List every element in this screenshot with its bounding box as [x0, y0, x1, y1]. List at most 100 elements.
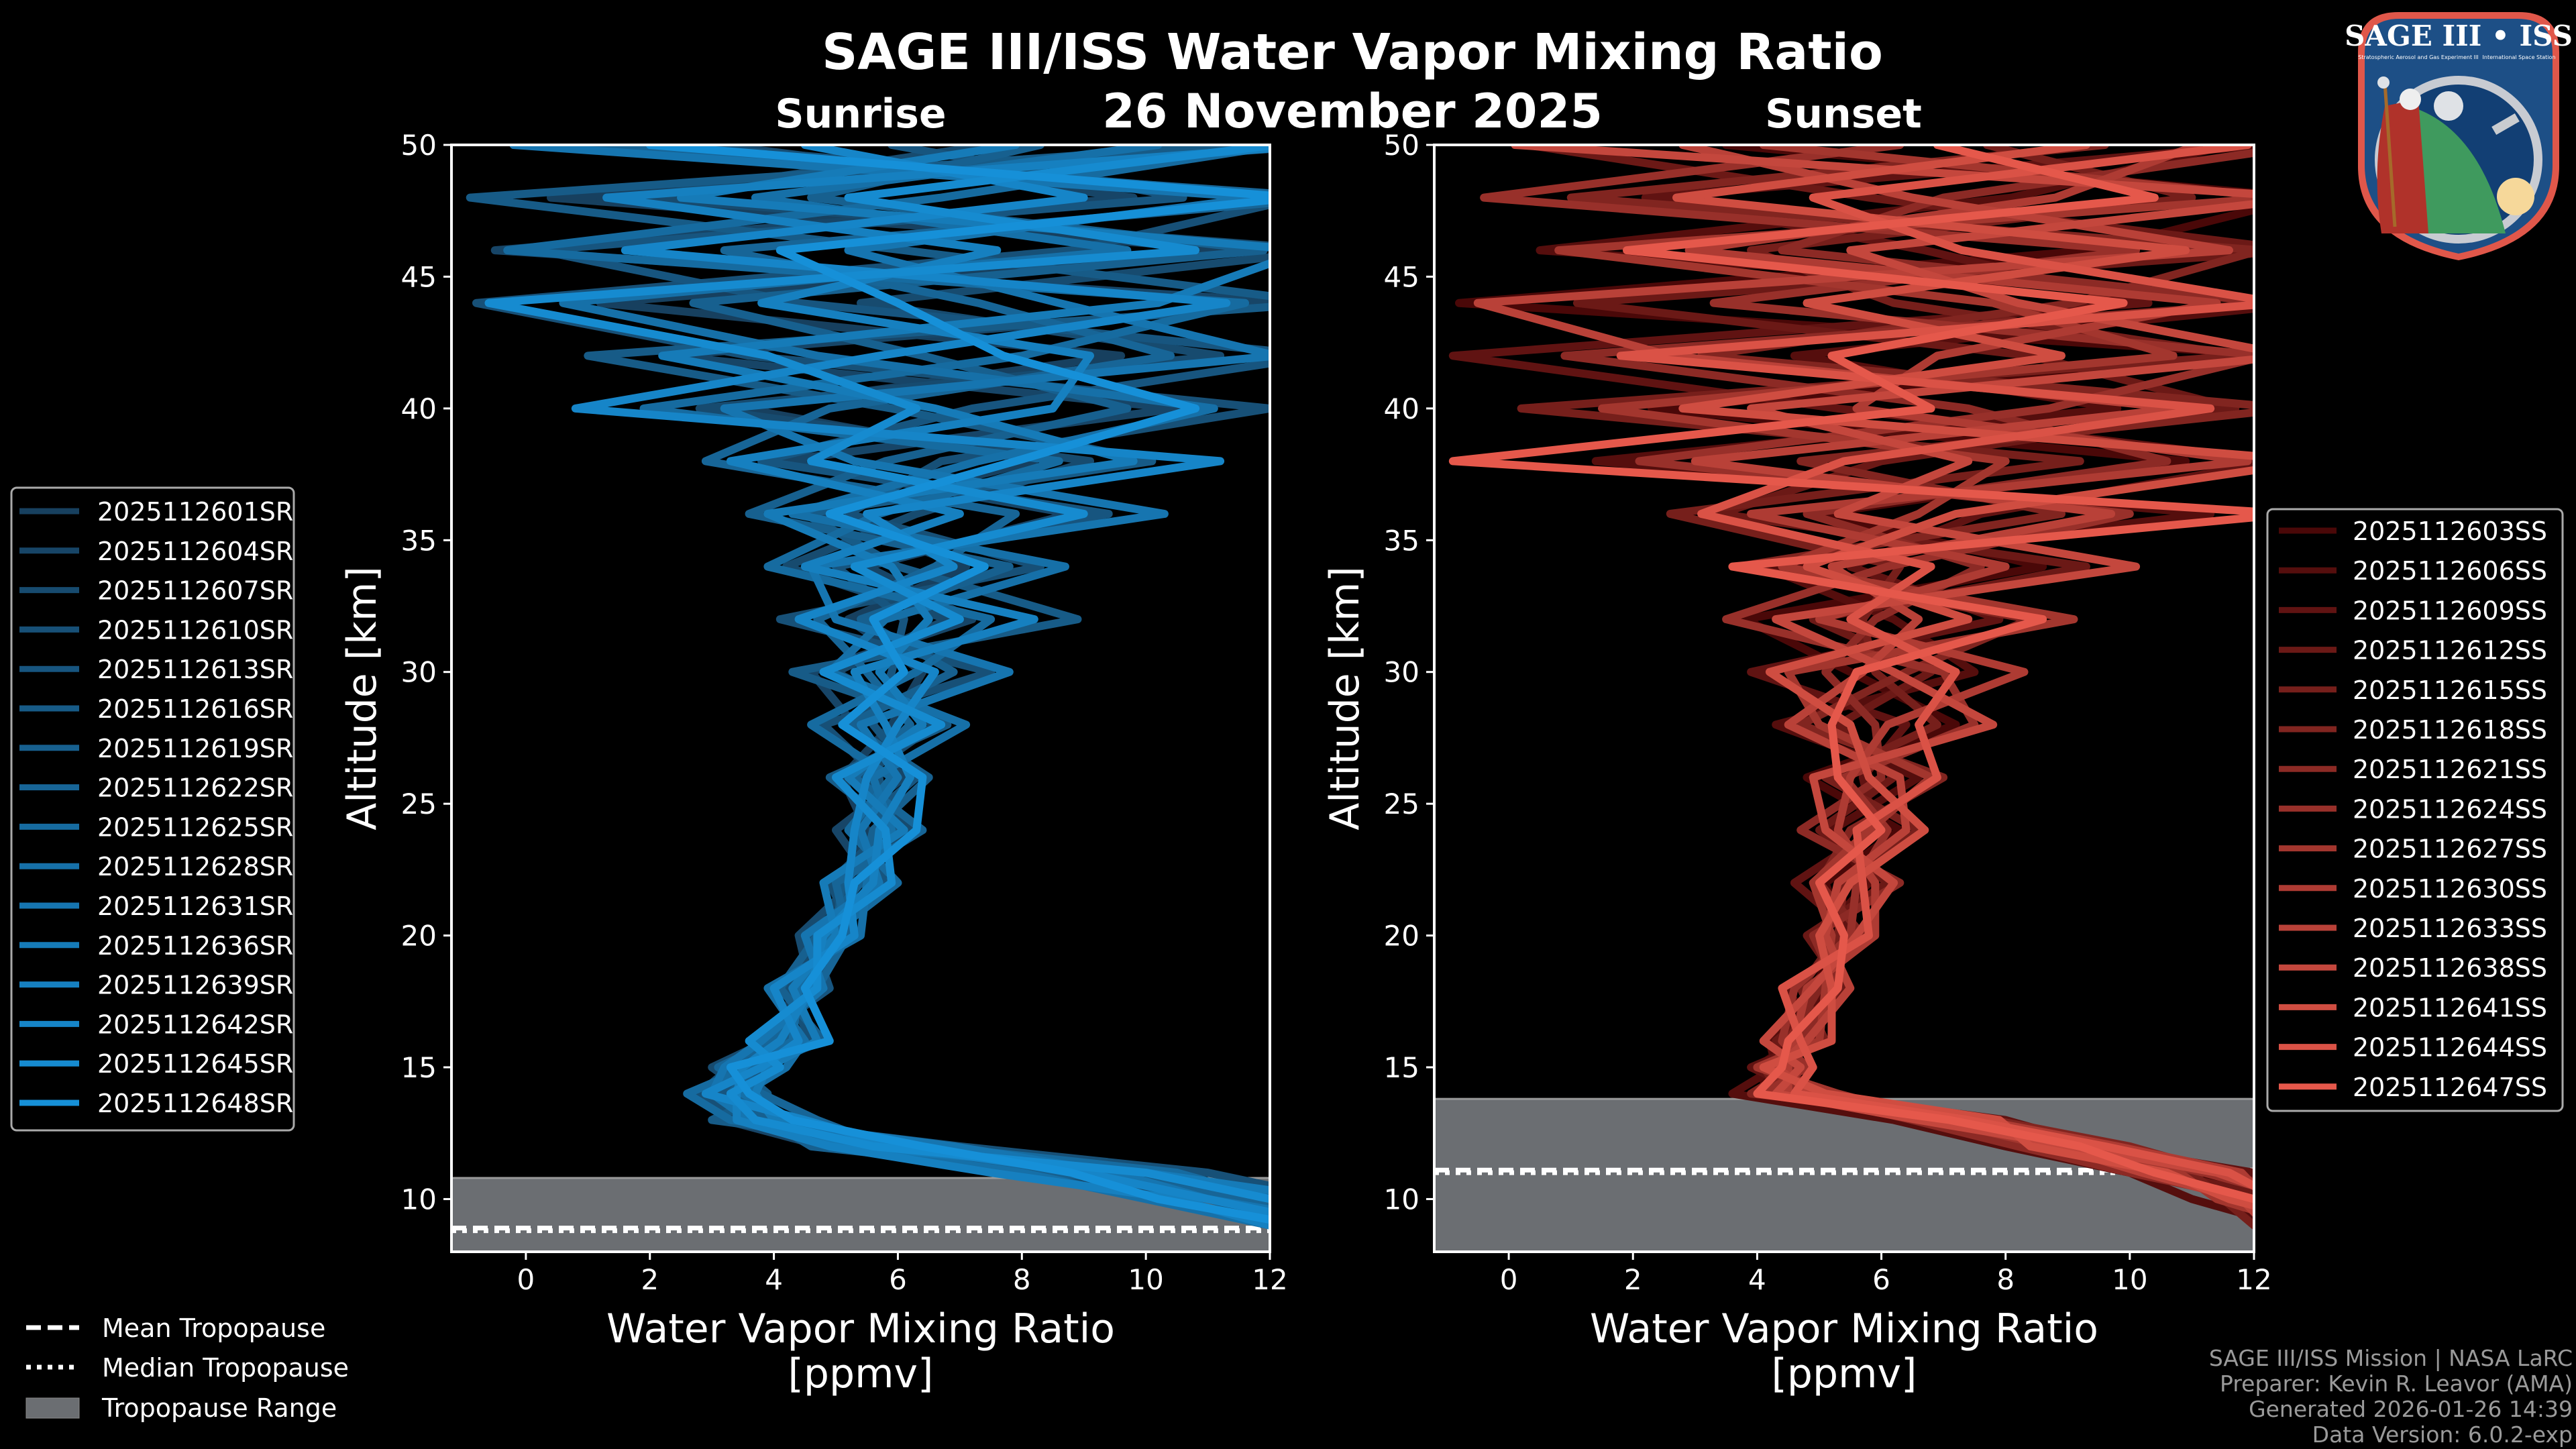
legend-label-2025112616SR: 2025112616SR: [97, 694, 293, 724]
y-tick-label: 15: [1384, 1051, 1419, 1084]
y-tick-label: 40: [1384, 392, 1419, 425]
legend-label-2025112641SS: 2025112641SS: [2353, 993, 2547, 1022]
y-tick-label: 35: [1384, 524, 1419, 557]
profile-line-2025112606SS: [1536, 145, 2254, 1221]
y-tick-label: 35: [401, 524, 437, 557]
x-tick-label: 4: [765, 1263, 783, 1296]
legend-label-2025112624SS: 2025112624SS: [2353, 794, 2547, 824]
svg-text:International Space Station: International Space Station: [2483, 54, 2556, 60]
profile-line-2025112638SS: [1511, 145, 2254, 1191]
legend-label-2025112603SS: 2025112603SS: [2353, 517, 2547, 546]
profile-line-2025112639SR: [602, 145, 1270, 1230]
sunset-x-axis-unit: [ppmv]: [1772, 1350, 1917, 1397]
x-tick-label: 12: [1252, 1263, 1287, 1296]
footer-preparer: Preparer: Kevin R. Leavor (AMA): [2220, 1371, 2573, 1397]
legend-label-2025112628SR: 2025112628SR: [97, 852, 293, 881]
mean-tropopause-label: Mean Tropopause: [102, 1313, 325, 1343]
sage-iii-iss-mission-logo: SAGE III • ISS Stratospheric Aerosol and…: [2345, 12, 2573, 260]
plot-area: [451, 145, 1270, 1252]
legend-label-2025112642SR: 2025112642SR: [97, 1010, 293, 1039]
legend-label-2025112606SS: 2025112606SS: [2353, 556, 2547, 586]
profile-line-2025112647SS: [1448, 145, 2254, 1204]
profile-line-2025112641SS: [1672, 145, 2254, 1210]
legend-label-2025112609SS: 2025112609SS: [2353, 596, 2547, 625]
profile-line-2025112645SR: [484, 145, 1270, 1203]
y-tick-label: 25: [401, 788, 437, 820]
x-tick-label: 2: [641, 1263, 659, 1296]
legend-label-2025112604SR: 2025112604SR: [97, 537, 293, 566]
tropopause-range-swatch: [25, 1397, 80, 1419]
x-tick-label: 6: [1872, 1263, 1890, 1296]
sunset-legend: 2025112603SS 2025112606SS 2025112609SS 2025…: [2266, 508, 2564, 1112]
sunset-x-axis-label: Water Vapor Mixing Ratio: [1590, 1305, 2098, 1352]
sunrise-plot: 0 2 4 6 8 10 12 10 15 20 25 30 35 40 45 50: [401, 129, 1288, 1296]
svg-text:SAGE III • ISS: SAGE III • ISS: [2345, 19, 2573, 52]
tropopause-range-label: Tropopause Range: [101, 1393, 337, 1423]
x-tick-label: 8: [1996, 1263, 2015, 1296]
axes-frame: [1433, 144, 2255, 1253]
sunset-y-axis-label: Altitude [km]: [1322, 566, 1368, 830]
sunrise-x-axis-label: Water Vapor Mixing Ratio: [606, 1305, 1115, 1352]
legend-label-2025112648SR: 2025112648SR: [97, 1089, 293, 1118]
y-tick-label: 45: [1384, 260, 1419, 293]
legend-label-2025112647SS: 2025112647SS: [2353, 1073, 2547, 1102]
x-tick-label: 10: [1128, 1263, 1163, 1296]
sunrise-subtitle: Sunrise: [775, 91, 946, 138]
sunrise-x-axis-unit: [ppmv]: [788, 1350, 934, 1397]
y-tick-label: 30: [1384, 656, 1419, 689]
legend-label-2025112607SR: 2025112607SR: [97, 576, 293, 606]
y-tick-label: 30: [401, 656, 437, 689]
y-tick-label: 20: [401, 920, 437, 953]
y-tick-label: 50: [1384, 129, 1419, 162]
x-tick-label: 10: [2112, 1263, 2147, 1296]
footer-generated: Generated 2026-01-26 14:39: [2249, 1396, 2573, 1422]
legend-label-2025112631SR: 2025112631SR: [97, 892, 293, 921]
y-tick-label: 50: [401, 129, 437, 162]
sunrise-legend: 2025112601SR 2025112604SR 2025112607SR 2025…: [10, 486, 295, 1132]
sunrise-y-axis-label: Altitude [km]: [339, 566, 386, 830]
legend-label-2025112633SS: 2025112633SS: [2353, 914, 2547, 943]
plot-area: [1434, 145, 2254, 1252]
profile-line-2025112648SR: [645, 145, 1270, 1224]
legend-label-2025112625SR: 2025112625SR: [97, 812, 293, 842]
x-tick-label: 0: [1500, 1263, 1518, 1296]
sunset-plot: 0 2 4 6 8 10 12 10 15 20 25 30 35 40 45 50: [1384, 129, 2272, 1296]
y-tick-label: 10: [1384, 1183, 1419, 1216]
legend-label-2025112627SS: 2025112627SS: [2353, 835, 2547, 864]
footer-data-version: Data Version: 6.0.2-exp: [2312, 1421, 2573, 1448]
y-tick-label: 40: [401, 392, 437, 425]
x-tick-label: 0: [517, 1263, 535, 1296]
x-tick-label: 12: [2236, 1263, 2271, 1296]
x-tick-label: 4: [1748, 1263, 1766, 1296]
legend-label-2025112636SR: 2025112636SR: [97, 931, 293, 961]
y-tick-label: 15: [401, 1051, 437, 1084]
y-tick-label: 25: [1384, 788, 1419, 820]
axes-frame: [450, 144, 1271, 1253]
legend-label-2025112619SR: 2025112619SR: [97, 734, 293, 763]
legend-label-2025112621SS: 2025112621SS: [2353, 755, 2547, 784]
y-tick-label: 20: [1384, 920, 1419, 953]
legend-label-2025112630SS: 2025112630SS: [2353, 874, 2547, 904]
legend-label-2025112601SR: 2025112601SR: [97, 497, 293, 527]
y-tick-label: 10: [401, 1183, 437, 1216]
legend-label-2025112622SR: 2025112622SR: [97, 773, 293, 803]
footer-mission: SAGE III/ISS Mission | NASA LaRC: [2209, 1345, 2573, 1371]
figure-title: SAGE III/ISS Water Vapor Mixing Ratio: [822, 23, 1883, 81]
y-tick-label: 45: [401, 260, 437, 293]
tropopause-legend: Mean Tropopause Median Tropopause Tropop…: [25, 1313, 349, 1423]
legend-label-2025112639SR: 2025112639SR: [97, 971, 293, 1000]
legend-label-2025112645SR: 2025112645SR: [97, 1049, 293, 1079]
legend-label-2025112610SR: 2025112610SR: [97, 615, 293, 645]
median-tropopause-label: Median Tropopause: [102, 1353, 349, 1383]
x-tick-label: 2: [1624, 1263, 1642, 1296]
legend-label-2025112612SS: 2025112612SS: [2353, 636, 2547, 665]
legend-label-2025112615SS: 2025112615SS: [2353, 676, 2547, 705]
footer-credits: SAGE III/ISS Mission | NASA LaRC Prepare…: [2209, 1345, 2573, 1448]
legend-label-2025112638SS: 2025112638SS: [2353, 953, 2547, 983]
profile-line-2025112636SR: [658, 145, 1270, 1195]
legend-label-2025112644SS: 2025112644SS: [2353, 1033, 2547, 1063]
svg-text:Stratospheric Aerosol and Gas: Stratospheric Aerosol and Gas Experiment…: [2358, 54, 2478, 60]
date-subtitle: 26 November 2025: [1102, 84, 1603, 139]
profile-line-2025112625SR: [503, 145, 1270, 1203]
